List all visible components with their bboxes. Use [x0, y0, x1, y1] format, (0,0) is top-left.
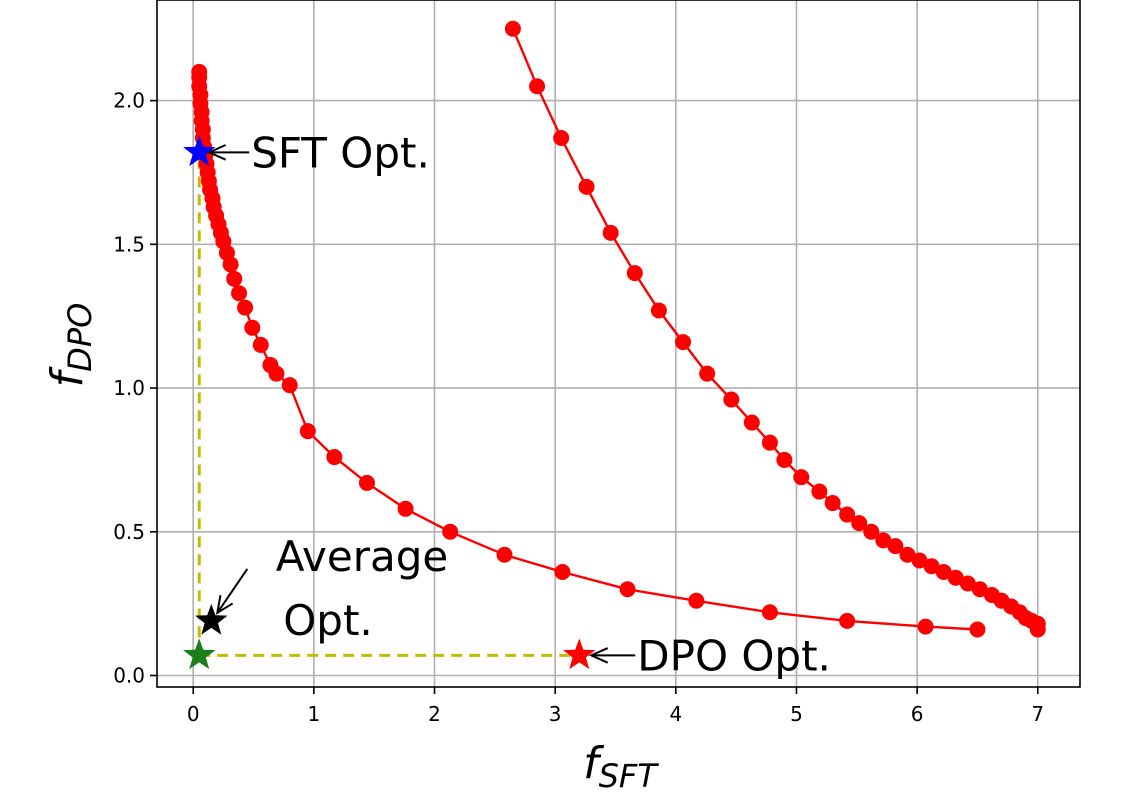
- front-outer-point: [911, 552, 928, 569]
- front-inner-point: [839, 612, 856, 629]
- front-outer-point: [761, 434, 778, 451]
- average-opt-annotation: Average Opt.: [276, 532, 448, 645]
- front-outer-point: [504, 20, 521, 37]
- front-outer-point: [971, 581, 988, 598]
- front-inner-point: [231, 285, 248, 302]
- front-outer-point: [626, 265, 643, 282]
- front-outer-point: [959, 575, 976, 592]
- front-outer-point: [553, 129, 570, 146]
- star-layer: [183, 135, 596, 670]
- average-opt-annotation-line: Opt.: [283, 596, 373, 645]
- dpo-opt-arrow-head: [588, 647, 609, 664]
- origin-star: [183, 638, 216, 670]
- x-tick-label: 2: [428, 702, 441, 726]
- y-tick-label: 0.5: [113, 520, 145, 544]
- sft-opt-annotation: SFT Opt.: [251, 128, 430, 177]
- front-inner-point: [268, 365, 285, 382]
- front-inner-point: [281, 377, 298, 394]
- front-outer-point: [793, 469, 810, 486]
- x-tick-label: 0: [187, 702, 200, 726]
- guide-layer: [197, 152, 580, 657]
- front-inner-point: [969, 621, 986, 638]
- front-inner-point: [688, 592, 705, 609]
- front-outer-point: [811, 483, 828, 500]
- tick-layer: 0 1 2 3 4 5 6 7 0.0 0.5 1.0 1.5 2.0: [113, 89, 1044, 726]
- x-tick-label: 7: [1031, 702, 1044, 726]
- average-opt-annotation-line: Average: [276, 532, 448, 581]
- front-outer-point: [887, 538, 904, 555]
- y-tick-label: 1.5: [113, 232, 145, 256]
- front-outer-point: [947, 569, 964, 586]
- front-inner-point: [619, 581, 636, 598]
- front-inner-point: [237, 299, 254, 316]
- series-layer: [191, 20, 1046, 638]
- x-axis-label: fSFT: [583, 738, 659, 792]
- front-inner-point: [326, 449, 343, 466]
- front-outer-point: [875, 532, 892, 549]
- x-tick-label: 6: [911, 702, 924, 726]
- front-inner-point: [397, 500, 414, 517]
- plot-frame: [156, 0, 1081, 688]
- front-outer-line: [511, 28, 1039, 630]
- front-outer-point: [578, 178, 595, 195]
- front-outer-point: [602, 224, 619, 241]
- average-opt-arrow-head: [215, 594, 234, 615]
- front-outer-point: [935, 564, 952, 581]
- front-inner-point: [222, 256, 239, 273]
- front-outer-point: [824, 495, 841, 512]
- front-outer-point: [923, 558, 940, 575]
- y-axis-label-sub: DPO: [61, 303, 99, 372]
- front-outer-point: [743, 414, 760, 431]
- front-inner-point: [226, 270, 243, 287]
- front-outer-point: [1029, 621, 1046, 638]
- average-opt-star: [195, 603, 228, 635]
- front-inner-point: [917, 618, 934, 635]
- average-opt-arrow-shaft: [216, 568, 249, 614]
- x-axis-label-sub: SFT: [599, 757, 660, 792]
- front-inner-point: [496, 546, 513, 563]
- grid-layer: [157, 0, 1080, 687]
- x-tick-label: 1: [307, 702, 320, 726]
- y-tick-label: 2.0: [113, 89, 145, 113]
- front-inner-point: [299, 423, 316, 440]
- front-outer-point: [851, 515, 868, 532]
- y-tick-label: 1.0: [113, 376, 145, 400]
- front-outer-point: [650, 302, 667, 319]
- front-outer-point: [863, 523, 880, 540]
- front-inner-point: [554, 564, 571, 581]
- front-outer-point: [699, 365, 716, 382]
- average-opt-arrow: [215, 568, 249, 615]
- sft-opt-arrow-head: [206, 144, 227, 161]
- annotation-layer: SFT Opt. Average Opt. DPO Opt.: [206, 128, 831, 680]
- front-outer-point: [839, 506, 856, 523]
- x-tick-label: 5: [790, 702, 803, 726]
- front-inner-point: [358, 474, 375, 491]
- front-outer-point: [675, 334, 692, 351]
- x-tick-label: 3: [549, 702, 562, 726]
- front-outer-point: [776, 451, 793, 468]
- dpo-opt-arrow: [588, 647, 636, 664]
- front-inner-point: [761, 604, 778, 621]
- front-outer-point: [529, 78, 546, 95]
- dpo-opt-annotation: DPO Opt.: [637, 631, 831, 680]
- front-outer-point: [723, 391, 740, 408]
- front-inner-point: [442, 523, 459, 540]
- front-outer-point: [899, 546, 916, 563]
- front-inner-point: [252, 336, 269, 353]
- front-inner-point: [244, 319, 261, 336]
- y-axis-label: fDPO: [42, 303, 99, 388]
- dpo-opt-star: [563, 638, 596, 670]
- sft-opt-arrow: [206, 144, 250, 161]
- y-tick-label: 0.0: [113, 664, 145, 688]
- sft-opt-star: [183, 135, 216, 167]
- x-tick-label: 4: [669, 702, 682, 726]
